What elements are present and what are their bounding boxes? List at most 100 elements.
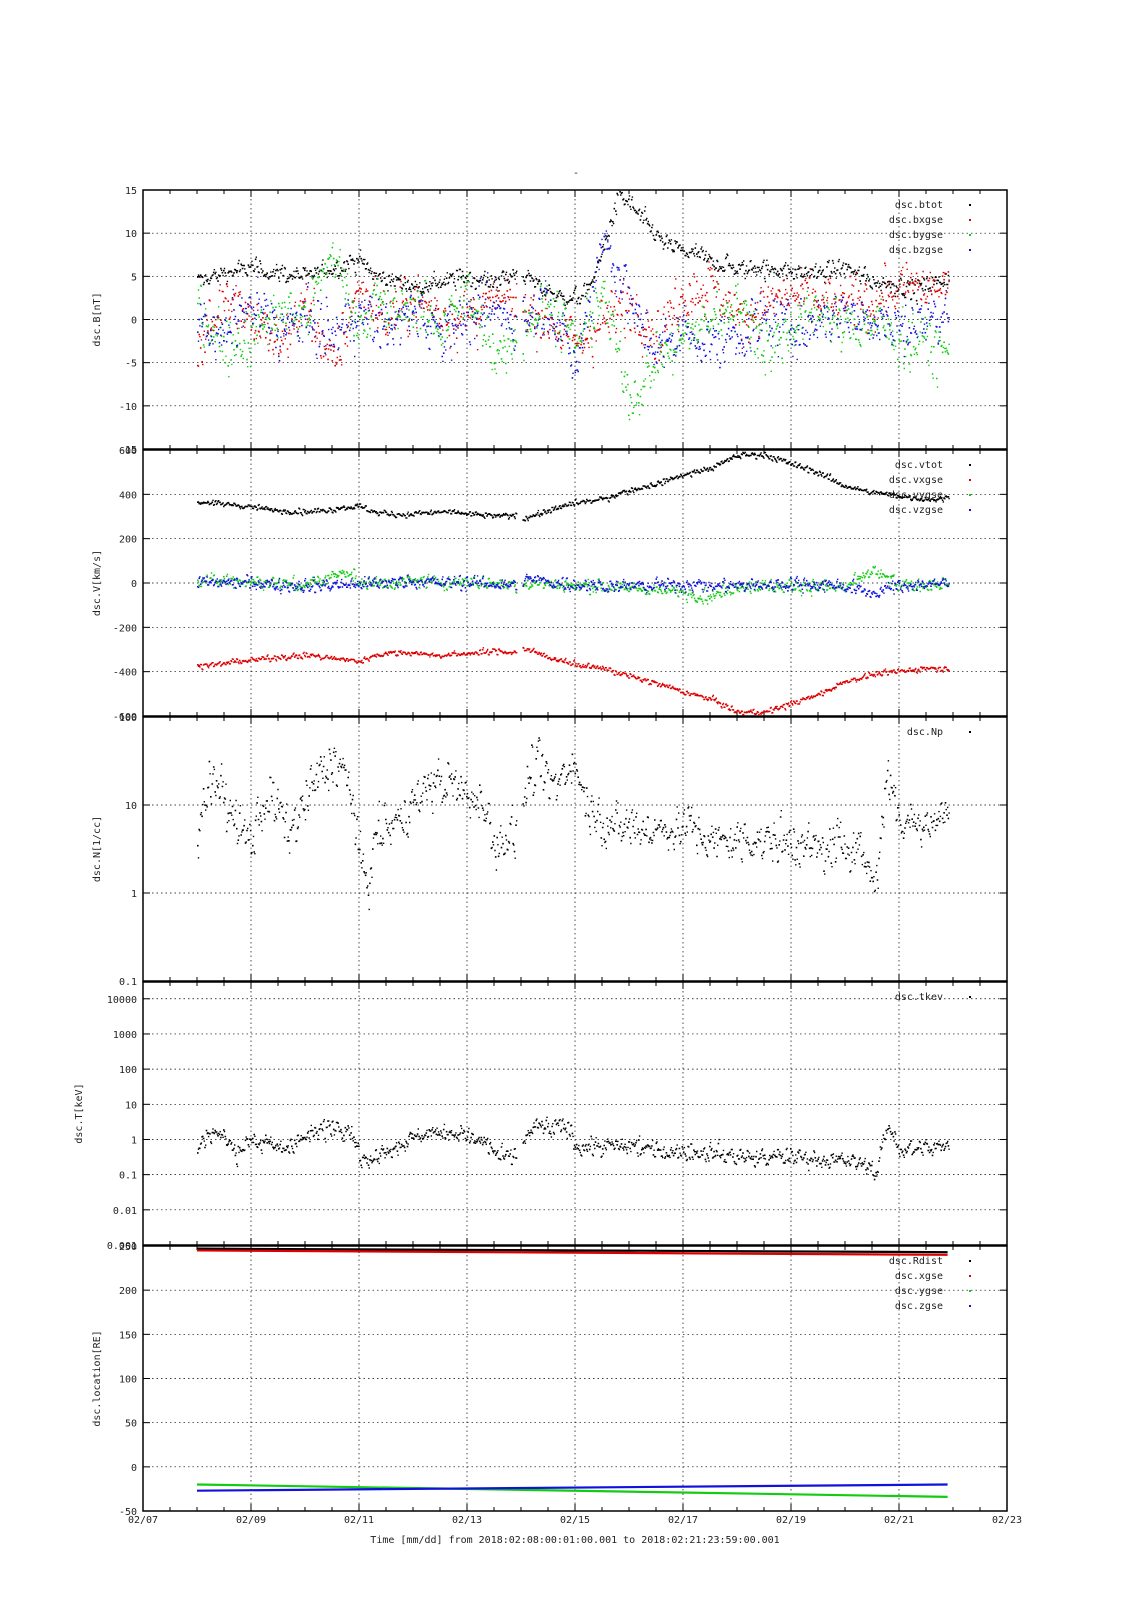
series-dsc-vxgse	[197, 646, 950, 716]
y-axis-label: dsc.location[RE]	[92, 1330, 103, 1426]
y-tick-label: -15	[119, 445, 137, 456]
y-tick-label: 10	[125, 1100, 137, 1111]
data-layer	[197, 190, 950, 421]
y-tick-label: 10	[125, 801, 137, 812]
panel-1: 15 10 5 0 -5 -10 -15 dsc.B[nT] dsc.btot dsc.bxgse…	[92, 186, 1008, 456]
y-axis-label: dsc.T[keV]	[74, 1083, 85, 1143]
series-points	[197, 451, 950, 522]
y-tick-label: 400	[119, 490, 137, 501]
y-tick-label: 0.01	[113, 1206, 137, 1217]
y-axis-label: dsc.B[nT]	[92, 292, 103, 346]
y-tick-label: -10	[119, 402, 137, 413]
legend-marker	[969, 996, 971, 998]
x-tick-label: 02/07	[128, 1515, 158, 1526]
series-dsc-tkev	[197, 1116, 950, 1181]
legend-label: dsc.Rdist	[889, 1256, 943, 1267]
y-tick-label: 0	[131, 316, 137, 327]
series-dsc-ygse	[196, 1483, 948, 1498]
panel-2: 600 400 200 0 -200 -400 -600 dsc.V[km/s] dsc.vto…	[92, 446, 1008, 723]
series-points	[197, 573, 950, 598]
x-tick-label: 02/09	[236, 1515, 266, 1526]
x-tick-label: 02/19	[776, 1515, 806, 1526]
y-tick-label: 0.1	[119, 977, 137, 988]
y-tick-label: 1	[131, 889, 137, 900]
legend-marker	[969, 494, 971, 496]
y-tick-label: 5	[131, 272, 137, 283]
legend-label: dsc.bygse	[889, 230, 943, 241]
legend-label: dsc.vygse	[889, 490, 943, 501]
legend-marker	[969, 509, 971, 511]
legend-marker	[969, 1290, 971, 1292]
y-tick-label: 100	[119, 1375, 137, 1386]
legend-marker	[969, 731, 971, 733]
series-dsc-btot	[197, 190, 950, 309]
series-points	[197, 242, 950, 421]
panel-3: 100 10 1 0.1 dsc.N[1/cc] dsc.Np	[92, 713, 1008, 988]
series-points	[197, 565, 950, 605]
legend-label: dsc.bxgse	[889, 215, 943, 226]
y-tick-label: 10000	[107, 995, 137, 1006]
series-dsc-bygse	[197, 242, 950, 421]
chart-title: -	[573, 168, 579, 179]
y-tick-label: 100	[119, 713, 137, 724]
y-tick-label: 1	[131, 1135, 137, 1146]
series-points	[197, 230, 950, 379]
y-tick-label: 100	[119, 1065, 137, 1076]
x-tick-label: 02/11	[344, 1515, 374, 1526]
series-line	[196, 1249, 948, 1256]
series-dsc-vtot	[197, 451, 950, 522]
y-tick-label: 1000	[113, 1030, 137, 1041]
series-points	[197, 646, 950, 716]
data-layer	[196, 1247, 948, 1498]
legend-label: dsc.vtot	[895, 460, 943, 471]
y-tick-label: 50	[125, 1419, 137, 1430]
legend-label: dsc.bzgse	[889, 245, 943, 256]
x-tick-label: 02/21	[884, 1515, 914, 1526]
y-tick-label: 250	[119, 1242, 137, 1253]
y-axis-label: dsc.N[1/cc]	[92, 816, 103, 882]
data-layer	[197, 737, 950, 911]
series-dsc-zgse	[196, 1483, 948, 1492]
series-line	[196, 1247, 948, 1254]
series-points	[197, 1116, 950, 1181]
legend-label: dsc.zgse	[895, 1301, 943, 1312]
y-tick-label: -400	[113, 668, 137, 679]
series-dsc-bzgse	[197, 230, 950, 379]
series-points	[197, 737, 950, 911]
legend-marker	[969, 219, 971, 221]
legend-marker	[969, 464, 971, 466]
y-tick-label: -600	[113, 712, 137, 723]
legend-marker	[969, 1260, 971, 1262]
x-tick-label: 02/15	[560, 1515, 590, 1526]
legend-label: dsc.btot	[895, 200, 943, 211]
series-dsc-vygse	[197, 565, 950, 605]
series-points	[197, 190, 950, 309]
x-tick-label: 02/13	[452, 1515, 482, 1526]
legend-marker	[969, 234, 971, 236]
panel-5: 250 200 150 100 50 0 -50 dsc.location[RE] 02/07 0…	[92, 1242, 1022, 1526]
y-tick-label: 0	[131, 579, 137, 590]
y-tick-label: 0.1	[119, 1171, 137, 1182]
legend-label: dsc.vzgse	[889, 505, 943, 516]
legend-marker	[969, 1275, 971, 1277]
legend-label: dsc.ygse	[895, 1286, 943, 1297]
y-tick-label: 600	[119, 446, 137, 457]
series-dsc-Np	[197, 737, 950, 911]
legend-marker	[969, 249, 971, 251]
y-tick-label: 0.001	[107, 1241, 137, 1252]
y-tick-label: -200	[113, 623, 137, 634]
x-tick-label: 02/23	[992, 1515, 1022, 1526]
legend-label: dsc.vxgse	[889, 475, 943, 486]
series-points	[197, 261, 950, 369]
y-tick-label: -5	[125, 359, 137, 370]
data-layer	[197, 1116, 950, 1181]
panel-4: 10000 1000 100 10 1 0.1 0.01 0.001 dsc.T[keV] dsc…	[74, 981, 1008, 1252]
panels: 151050-5-10-15dsc.B[nT]dsc.btotdsc.bxgse…	[74, 186, 1022, 1526]
legend-marker	[969, 479, 971, 481]
series-dsc-Rdist	[196, 1247, 948, 1254]
series-dsc-xgse	[196, 1249, 948, 1256]
series-dsc-bxgse	[197, 261, 950, 369]
legend-label: dsc.xgse	[895, 1271, 943, 1282]
y-tick-label: 15	[125, 186, 137, 197]
